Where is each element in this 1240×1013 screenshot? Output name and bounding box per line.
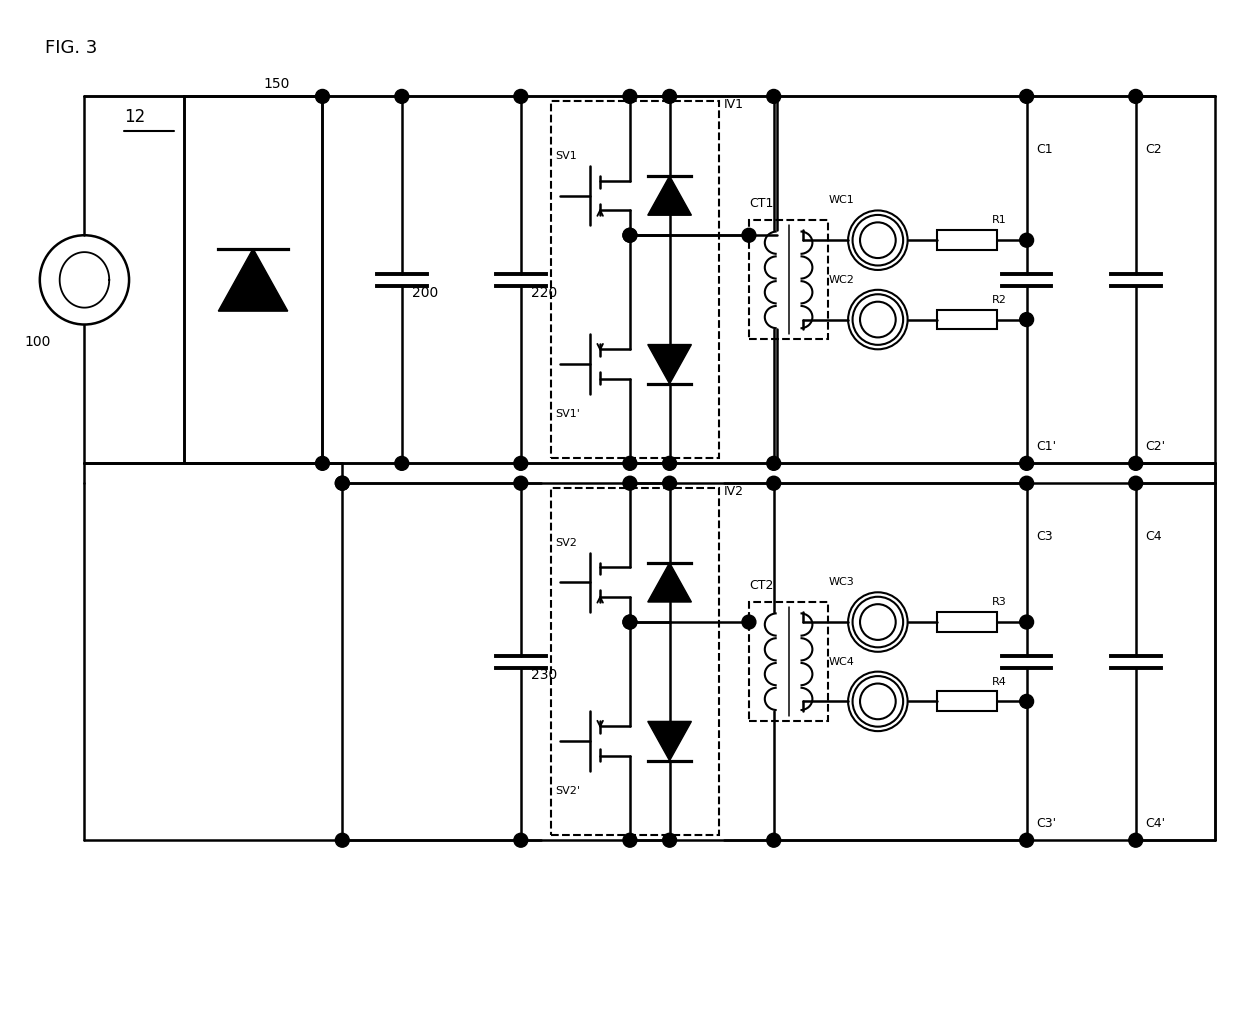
Circle shape xyxy=(394,89,409,103)
Circle shape xyxy=(1128,476,1143,490)
Circle shape xyxy=(335,476,350,490)
Circle shape xyxy=(662,457,677,470)
Circle shape xyxy=(1019,476,1034,490)
Circle shape xyxy=(622,228,637,242)
Text: 200: 200 xyxy=(412,286,438,300)
Bar xyxy=(551,101,719,459)
Text: IV1: IV1 xyxy=(724,98,744,111)
Circle shape xyxy=(335,834,350,847)
Text: C1': C1' xyxy=(1037,441,1056,454)
Circle shape xyxy=(315,89,330,103)
Text: C3: C3 xyxy=(1037,530,1053,543)
Text: C2: C2 xyxy=(1146,143,1162,156)
Text: 150: 150 xyxy=(263,77,289,91)
Text: C4': C4' xyxy=(1146,817,1166,831)
Circle shape xyxy=(742,615,756,629)
Circle shape xyxy=(766,89,781,103)
Circle shape xyxy=(1019,834,1034,847)
Circle shape xyxy=(1019,89,1034,103)
Circle shape xyxy=(766,476,781,490)
Bar xyxy=(184,96,322,463)
Circle shape xyxy=(513,476,528,490)
Bar xyxy=(937,612,997,632)
Circle shape xyxy=(766,834,781,847)
Text: 100: 100 xyxy=(25,335,51,349)
Text: C2': C2' xyxy=(1146,441,1166,454)
Text: SV2': SV2' xyxy=(556,786,580,795)
Text: WC4: WC4 xyxy=(828,656,854,667)
Text: SV1': SV1' xyxy=(556,408,580,418)
Text: C1: C1 xyxy=(1037,143,1053,156)
Circle shape xyxy=(742,228,756,242)
Circle shape xyxy=(1019,313,1034,326)
Bar xyxy=(749,221,828,339)
Circle shape xyxy=(622,457,637,470)
Bar xyxy=(937,692,997,711)
Circle shape xyxy=(513,457,528,470)
Bar xyxy=(937,230,997,250)
Text: IV2: IV2 xyxy=(724,485,744,498)
Circle shape xyxy=(513,89,528,103)
Text: CT1: CT1 xyxy=(749,198,774,211)
Circle shape xyxy=(394,457,409,470)
Circle shape xyxy=(622,89,637,103)
Bar xyxy=(749,602,828,721)
Circle shape xyxy=(662,89,677,103)
Circle shape xyxy=(622,476,637,490)
Circle shape xyxy=(513,834,528,847)
Text: C4: C4 xyxy=(1146,530,1162,543)
Text: 12: 12 xyxy=(124,108,145,127)
Text: R2: R2 xyxy=(992,295,1007,305)
Text: C3': C3' xyxy=(1037,817,1056,831)
Text: SV2: SV2 xyxy=(556,538,578,548)
Text: R1: R1 xyxy=(992,216,1007,225)
Text: CT2: CT2 xyxy=(749,579,774,593)
Polygon shape xyxy=(647,563,692,602)
Text: WC1: WC1 xyxy=(828,196,854,206)
Circle shape xyxy=(1128,89,1143,103)
Circle shape xyxy=(622,228,637,242)
Circle shape xyxy=(1128,834,1143,847)
Circle shape xyxy=(315,457,330,470)
Text: R3: R3 xyxy=(992,598,1007,607)
Text: WC3: WC3 xyxy=(828,577,854,588)
Circle shape xyxy=(1019,457,1034,470)
Polygon shape xyxy=(647,176,692,215)
Text: FIG. 3: FIG. 3 xyxy=(45,38,97,57)
Circle shape xyxy=(622,615,637,629)
Circle shape xyxy=(662,834,677,847)
Polygon shape xyxy=(647,344,692,384)
Circle shape xyxy=(622,834,637,847)
Polygon shape xyxy=(218,248,288,311)
Bar xyxy=(551,488,719,836)
Text: WC2: WC2 xyxy=(828,275,854,285)
Text: 230: 230 xyxy=(531,668,557,682)
Bar xyxy=(937,310,997,329)
Text: 220: 220 xyxy=(531,286,557,300)
Circle shape xyxy=(662,476,677,490)
Circle shape xyxy=(622,615,637,629)
Circle shape xyxy=(335,476,350,490)
Text: R4: R4 xyxy=(992,677,1007,687)
Circle shape xyxy=(1019,615,1034,629)
Circle shape xyxy=(766,457,781,470)
Circle shape xyxy=(1019,233,1034,247)
Polygon shape xyxy=(647,721,692,761)
Circle shape xyxy=(1128,457,1143,470)
Text: SV1: SV1 xyxy=(556,151,578,161)
Circle shape xyxy=(1019,695,1034,708)
